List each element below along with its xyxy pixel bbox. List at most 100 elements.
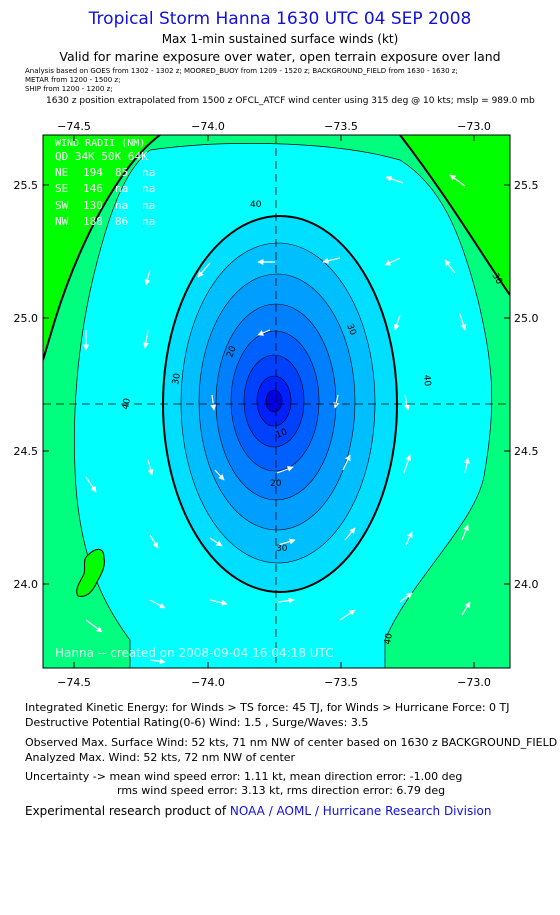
lat-tick-label: 24.0 (14, 578, 39, 591)
svg-text:na: na (142, 182, 155, 195)
lat-tick-label: 25.0 (514, 312, 539, 325)
svg-text:194: 194 (83, 166, 103, 179)
svg-text:SE: SE (55, 182, 68, 195)
page-title: Tropical Storm Hanna 1630 UTC 04 SEP 200… (88, 9, 472, 29)
svg-text:na: na (115, 182, 128, 195)
wind-arrow (257, 329, 271, 336)
contour-label: 30 (276, 544, 288, 554)
wind-arrow (384, 257, 401, 266)
wind-arrow (463, 457, 470, 474)
lat-tick-label: 25.0 (14, 312, 39, 325)
wind-arrow (149, 534, 159, 549)
svg-text:85: 85 (115, 166, 128, 179)
lon-tick-label: −74.5 (57, 676, 91, 689)
wind-radii-row: NE 194 85 na (55, 166, 155, 179)
observed-max-wind: Observed Max. Surface Wind: 52 kts, 71 n… (25, 736, 558, 749)
credit-prefix: Experimental research product of (25, 804, 230, 818)
contour-label: 20 (225, 345, 238, 359)
wind-arrow (277, 538, 296, 546)
wind-arrow (85, 619, 103, 633)
wind-arrow (333, 394, 340, 409)
contour-label: 40 (250, 200, 262, 210)
wind-arrow (403, 454, 412, 474)
lat-tick-label: 24.0 (514, 578, 539, 591)
wind-arrow (444, 259, 456, 274)
svg-text:na: na (142, 215, 155, 228)
svg-text:146: 146 (83, 182, 103, 195)
subtitle: Max 1-min sustained surface winds (kt) (161, 32, 399, 46)
wind-arrow (399, 592, 413, 603)
svg-text:86: 86 (115, 215, 128, 228)
tick-marks (43, 135, 510, 668)
uncertainty-rms: rms wind speed error: 3.13 kt, rms direc… (117, 784, 446, 797)
credit-line: Experimental research product of NOAA / … (25, 804, 491, 818)
hrd-link[interactable]: NOAA / AOML / Hurricane Research Divisio… (229, 804, 492, 818)
wind-arrow (210, 394, 217, 411)
field-below-25kt-ne (400, 135, 510, 295)
wind-radii-header: QD 34K 50K 64K (55, 150, 148, 163)
wind-arrow (339, 609, 356, 621)
wind-arrow (385, 175, 404, 184)
wind-arrow (277, 597, 295, 604)
wind-radii-row: NW 188 86 na (55, 215, 155, 228)
svg-text:188: 188 (83, 215, 103, 228)
wind-arrow (344, 527, 356, 541)
wind-arrow (209, 599, 228, 606)
wind-arrow (214, 469, 225, 481)
contour-25kt-ne (399, 135, 510, 296)
wind-arrow (149, 599, 166, 609)
wind-arrow (461, 524, 469, 541)
contour-25kt-nw (43, 135, 161, 361)
analysis-sources-line1: Analysis based on GOES from 1302 - 1302 … (25, 67, 458, 75)
wind-arrow (322, 257, 341, 264)
island-land (76, 548, 105, 597)
svg-text:SW: SW (55, 199, 69, 212)
lon-tick-label: −74.0 (191, 676, 225, 689)
analyzed-max-wind: Analyzed Max. Wind: 52 kts, 72 nm NW of … (25, 751, 296, 764)
wind-vectors (83, 174, 471, 665)
wind-arrow (149, 658, 166, 665)
uncertainty-mean: Uncertainty -> mean wind speed error: 1.… (25, 770, 463, 783)
lat-tick-label: 25.5 (14, 179, 39, 192)
field-below-25kt-nw (43, 135, 160, 360)
wind-arrow (142, 329, 149, 349)
svg-text:na: na (142, 166, 155, 179)
lon-tick-label: −74.5 (57, 120, 91, 133)
lat-tick-label: 24.5 (514, 445, 539, 458)
lon-tick-label: −74.0 (191, 120, 225, 133)
wind-field-map: 40 30 30 40 30 20 20 10 30 40 40 WIND RA… (14, 120, 539, 689)
contour-label: 10 (275, 427, 289, 440)
wind-arrow (461, 601, 471, 616)
lon-tick-label: −73.5 (324, 676, 358, 689)
wind-arrow (144, 269, 151, 286)
lon-tick-label: −73.0 (457, 676, 491, 689)
wind-radii-title: WIND RADII (NM) (55, 138, 145, 149)
svg-text:NW: NW (55, 215, 69, 228)
wind-arrow (209, 537, 223, 547)
wind-arrow (393, 314, 401, 331)
contour-label: 20 (270, 479, 282, 489)
lat-tick-label: 25.5 (514, 179, 539, 192)
analysis-sources-line2: METAR from 1200 - 1500 z; (25, 76, 121, 84)
wind-arrow (405, 531, 413, 546)
lon-tick-label: −73.5 (324, 120, 358, 133)
wind-arrow (449, 174, 466, 187)
wind-arrow (342, 454, 351, 471)
contour-label: 30 (344, 323, 357, 337)
wind-arrow (85, 476, 97, 493)
map-frame (42, 134, 511, 669)
svg-text:NE: NE (55, 166, 68, 179)
wind-radii-row: SE 146 na na (55, 182, 155, 195)
wind-radii-row: SW 130 na na (55, 199, 155, 212)
contour-52kt (265, 389, 283, 413)
contour-label: 40 (383, 632, 395, 645)
contour-label: 30 (171, 372, 183, 385)
created-stamp: Hanna -- created on 2008-09-04 16:04:18 … (55, 646, 334, 660)
contour-label: 40 (421, 374, 432, 387)
lat-tick-label: 24.5 (14, 445, 39, 458)
destructive-potential: Destructive Potential Rating(0-6) Wind: … (25, 716, 369, 729)
wind-arrow (459, 313, 467, 331)
wind-arrow (147, 459, 154, 476)
svg-text:na: na (142, 199, 155, 212)
ike-summary: Integrated Kinetic Energy: for Winds > T… (25, 701, 510, 714)
